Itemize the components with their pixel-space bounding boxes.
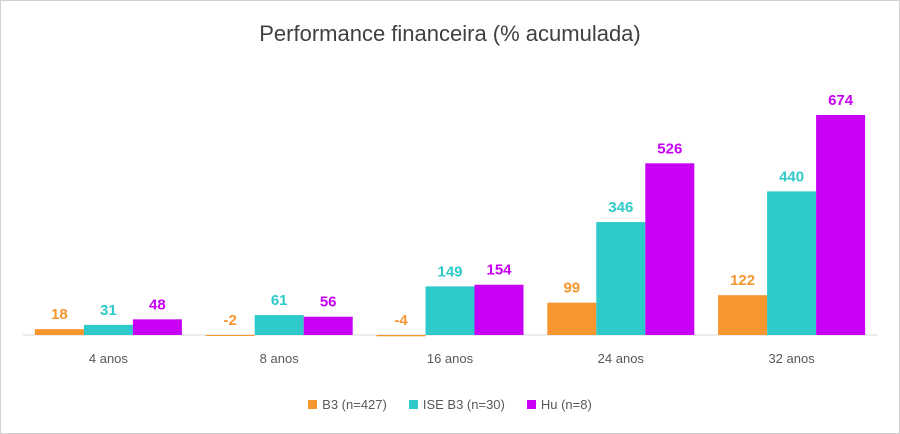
chart-title: Performance financeira (% acumulada) bbox=[259, 21, 641, 46]
bar-8-anos-0 bbox=[205, 335, 255, 336]
legend-swatch bbox=[526, 400, 536, 409]
legend: B3 (n=427) ISE B3 (n=30) Hu (n=8) bbox=[1, 397, 899, 412]
bar-16-anos-0 bbox=[376, 335, 426, 337]
data-label: -4 bbox=[394, 312, 408, 329]
bar-24-anos-0 bbox=[547, 302, 597, 335]
bar-16-anos-1 bbox=[425, 286, 475, 335]
bar-32-anos-0 bbox=[718, 295, 768, 335]
bar-8-anos-1 bbox=[254, 315, 304, 335]
bar-4-anos-1 bbox=[83, 324, 133, 335]
bar-8-anos-2 bbox=[303, 316, 353, 335]
data-label: 440 bbox=[779, 168, 804, 185]
bar-24-anos-1 bbox=[596, 222, 646, 335]
data-label: 31 bbox=[100, 302, 117, 319]
data-label: 18 bbox=[51, 306, 68, 323]
x-tick-label: 32 anos bbox=[768, 351, 815, 366]
data-label: -2 bbox=[224, 312, 237, 329]
data-label: 122 bbox=[730, 272, 755, 289]
data-label: 526 bbox=[657, 140, 682, 157]
x-tick-label: 24 anos bbox=[598, 351, 645, 366]
legend-swatch bbox=[308, 400, 318, 409]
legend-swatch bbox=[408, 400, 418, 409]
bar-16-anos-2 bbox=[474, 284, 524, 335]
bar-4-anos-0 bbox=[34, 329, 84, 335]
data-label: 48 bbox=[149, 296, 166, 313]
data-label: 346 bbox=[608, 199, 633, 216]
legend-label: B3 (n=427) bbox=[322, 397, 387, 412]
x-tick-label: 4 anos bbox=[89, 351, 129, 366]
legend-label: Hu (n=8) bbox=[540, 397, 592, 412]
bar-4-anos-2 bbox=[132, 319, 182, 335]
data-label: 99 bbox=[563, 280, 580, 297]
data-label: 56 bbox=[320, 294, 337, 311]
data-label: 61 bbox=[271, 292, 288, 309]
legend-item: Hu (n=8) bbox=[526, 397, 592, 412]
legend-label: ISE B3 (n=30) bbox=[422, 397, 505, 412]
data-label: 674 bbox=[828, 92, 854, 109]
bar-32-anos-1 bbox=[767, 191, 817, 335]
data-label: 149 bbox=[437, 263, 462, 280]
bar-32-anos-2 bbox=[816, 115, 866, 335]
x-tick-label: 16 anos bbox=[427, 351, 474, 366]
legend-item: B3 (n=427) bbox=[308, 397, 387, 412]
data-label: 154 bbox=[486, 262, 512, 279]
bar-24-anos-2 bbox=[645, 163, 695, 335]
x-tick-label: 8 anos bbox=[260, 351, 300, 366]
legend-item: ISE B3 (n=30) bbox=[408, 397, 505, 412]
